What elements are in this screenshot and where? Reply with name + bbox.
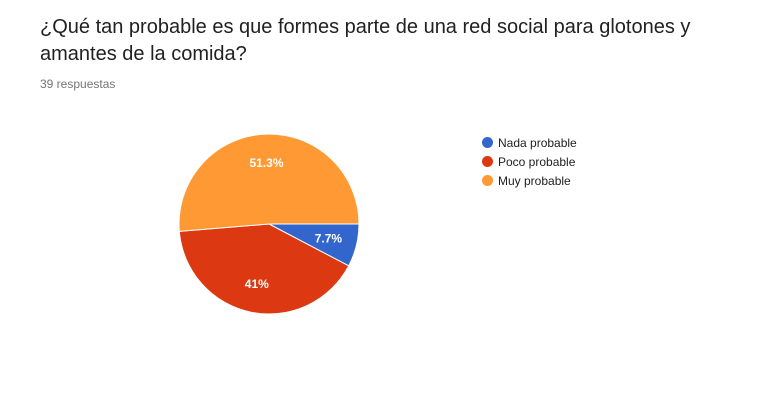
legend-swatch-icon bbox=[482, 175, 493, 186]
pie-data-label: 41% bbox=[245, 277, 269, 291]
legend-label: Poco probable bbox=[498, 154, 576, 169]
pie-slice-muy-probable[interactable] bbox=[178, 133, 360, 232]
legend-item[interactable]: Poco probable bbox=[482, 152, 577, 171]
legend-swatch-icon bbox=[482, 137, 493, 148]
legend-item[interactable]: Muy probable bbox=[482, 171, 577, 190]
legend-item[interactable]: Nada probable bbox=[482, 133, 577, 152]
response-count: 39 respuestas bbox=[40, 77, 116, 91]
pie-data-label: 7.7% bbox=[315, 232, 343, 246]
question-title: ¿Qué tan probable es que formes parte de… bbox=[40, 16, 691, 65]
pie-data-label: 51.3% bbox=[249, 156, 283, 170]
pie-slice-poco-probable[interactable] bbox=[178, 223, 350, 315]
legend-label: Nada probable bbox=[498, 135, 577, 150]
legend-label: Muy probable bbox=[498, 173, 571, 188]
chart-legend: Nada probable Poco probable Muy probable bbox=[482, 133, 577, 190]
legend-swatch-icon bbox=[482, 156, 493, 167]
